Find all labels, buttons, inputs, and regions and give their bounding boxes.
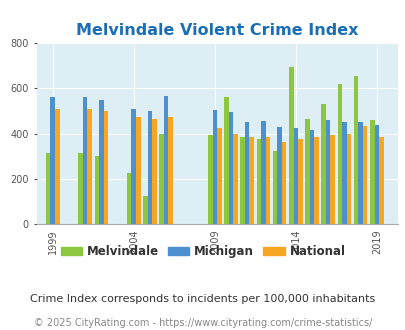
- Bar: [321, 104, 325, 224]
- Bar: [131, 109, 136, 224]
- Bar: [233, 134, 237, 224]
- Bar: [330, 135, 334, 224]
- Bar: [305, 119, 309, 224]
- Bar: [293, 128, 297, 224]
- Bar: [337, 84, 341, 224]
- Bar: [297, 139, 302, 224]
- Bar: [265, 137, 270, 224]
- Bar: [217, 128, 221, 224]
- Bar: [228, 112, 233, 224]
- Bar: [341, 122, 346, 224]
- Bar: [147, 111, 152, 224]
- Bar: [136, 116, 140, 224]
- Bar: [240, 137, 244, 224]
- Bar: [249, 137, 254, 224]
- Bar: [143, 196, 147, 224]
- Bar: [325, 120, 330, 224]
- Text: © 2025 CityRating.com - https://www.cityrating.com/crime-statistics/: © 2025 CityRating.com - https://www.city…: [34, 318, 371, 328]
- Bar: [369, 120, 374, 224]
- Bar: [78, 153, 83, 224]
- Bar: [378, 137, 383, 224]
- Bar: [87, 109, 92, 224]
- Bar: [374, 124, 378, 224]
- Title: Melvindale Violent Crime Index: Melvindale Violent Crime Index: [76, 22, 358, 38]
- Bar: [159, 134, 164, 224]
- Bar: [272, 151, 277, 224]
- Bar: [358, 122, 362, 224]
- Bar: [46, 153, 50, 224]
- Text: Crime Index corresponds to incidents per 100,000 inhabitants: Crime Index corresponds to incidents per…: [30, 294, 375, 304]
- Bar: [353, 76, 358, 224]
- Bar: [362, 126, 367, 224]
- Bar: [103, 111, 108, 224]
- Bar: [256, 139, 260, 224]
- Bar: [127, 173, 131, 224]
- Bar: [168, 116, 173, 224]
- Bar: [164, 96, 168, 224]
- Bar: [94, 156, 99, 224]
- Bar: [212, 110, 217, 224]
- Bar: [224, 97, 228, 224]
- Bar: [313, 137, 318, 224]
- Bar: [99, 100, 103, 224]
- Legend: Melvindale, Michigan, National: Melvindale, Michigan, National: [56, 241, 349, 263]
- Bar: [244, 122, 249, 224]
- Bar: [281, 142, 286, 224]
- Bar: [346, 134, 350, 224]
- Bar: [288, 67, 293, 224]
- Bar: [55, 109, 60, 224]
- Bar: [277, 127, 281, 224]
- Bar: [83, 97, 87, 224]
- Bar: [152, 119, 156, 224]
- Bar: [309, 130, 313, 224]
- Bar: [260, 121, 265, 224]
- Bar: [50, 97, 55, 224]
- Bar: [207, 135, 212, 224]
